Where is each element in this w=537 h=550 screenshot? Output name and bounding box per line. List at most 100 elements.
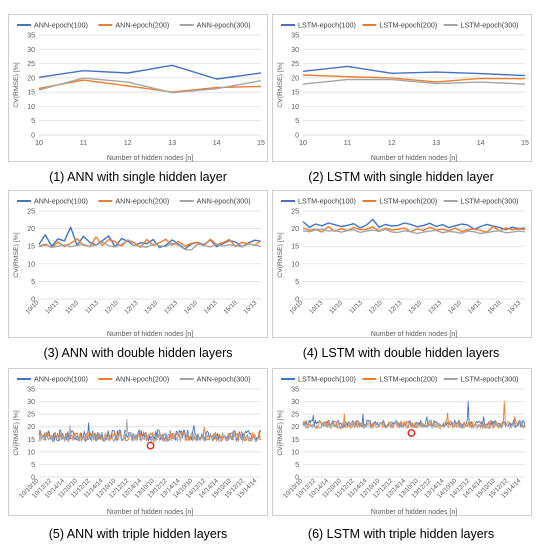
- legend-label: ANN-epoch(300): [197, 197, 251, 206]
- y-tick-label: 0: [31, 133, 35, 140]
- y-tick-label: 5: [31, 279, 35, 286]
- x-tick-label: 13: [432, 140, 440, 147]
- x-tick-label: 15/13: [506, 299, 522, 315]
- series-line-1: [302, 218, 526, 231]
- legend-label: ANN-epoch(200): [115, 375, 169, 384]
- x-axis-title: Number of hidden nodes [n]: [371, 331, 457, 338]
- y-tick-label: 25: [27, 209, 35, 216]
- y-axis-title: CV(RMSE) [%]: [13, 410, 20, 455]
- series-line-3: [302, 78, 526, 85]
- x-tick-label: 11/13: [84, 299, 100, 315]
- y-axis-title: CV(RMSE) [%]: [13, 232, 20, 277]
- legend-label: LSTM-epoch(300): [461, 197, 519, 206]
- y-tick-label: 10: [291, 104, 299, 111]
- legend-label: ANN-epoch(200): [115, 21, 169, 30]
- chart-ann-triple-layers: 0 5 10 15 20 25 30 35 10/10/10 10/12/12 10/14/14 11…: [8, 368, 268, 516]
- x-tick-label: 13/10: [407, 299, 423, 315]
- y-tick-label: 10: [291, 449, 299, 456]
- highlight-marker: [407, 429, 416, 437]
- x-tick-label: 12/10: [104, 299, 120, 315]
- y-tick-label: 0: [295, 297, 299, 304]
- x-tick-label: 14/10: [447, 299, 463, 315]
- y-tick-label: 20: [291, 75, 299, 82]
- x-tick-label: 10/10: [288, 299, 304, 315]
- y-tick-label: 20: [291, 424, 299, 431]
- chart-svg: 0 5 10 15 20 25 30 35 10 11 12 13 14 15 LSTM-epoch(100…: [277, 21, 529, 163]
- series-line-3: [38, 418, 262, 443]
- x-tick-label: 13/13: [427, 299, 443, 315]
- y-tick-label: 10: [27, 104, 35, 111]
- chart-svg: 0 5 10 15 20 25 30 35 10 11 12 13 14 15 ANN-epoch(100)…: [13, 21, 265, 163]
- legend-label: LSTM-epoch(200): [379, 375, 437, 384]
- legend-label: ANN-epoch(100): [34, 21, 88, 30]
- y-axis-title: CV(RMSE) [%]: [277, 62, 284, 107]
- y-tick-label: 5: [31, 462, 35, 469]
- y-tick-label: 10: [27, 261, 35, 268]
- y-tick-label: 30: [27, 399, 35, 406]
- y-tick-label: 0: [295, 133, 299, 140]
- chart-ann-single-layer: 0 5 10 15 20 25 30 35 10 11 12 13 14 15 ANN-epoch(100)…: [8, 14, 268, 162]
- chart-svg: 0 5 10 15 20 25 10/10 10/13 11/10 11/13 12/10 12/13…: [13, 197, 262, 338]
- y-tick-label: 20: [27, 424, 35, 431]
- legend-label: LSTM-epoch(300): [461, 375, 519, 384]
- x-tick-label: 13/13: [163, 299, 179, 315]
- x-tick-label: 12: [124, 140, 132, 147]
- series-line-2: [38, 236, 262, 249]
- y-tick-label: 10: [27, 449, 35, 456]
- series-line-2: [302, 225, 526, 233]
- series-line-1: [38, 64, 262, 80]
- y-tick-label: 5: [295, 279, 299, 286]
- chart-lstm-single-layer: 0 5 10 15 20 25 30 35 10 11 12 13 14 15 LSTM-epoch(100…: [272, 14, 532, 162]
- y-tick-label: 25: [27, 61, 35, 68]
- y-axis-title: CV(RMSE) [%]: [277, 232, 284, 277]
- y-tick-label: 35: [27, 33, 35, 40]
- x-tick-label: 15/10: [222, 299, 238, 315]
- y-tick-label: 5: [295, 462, 299, 469]
- legend-label: ANN-epoch(200): [115, 197, 169, 206]
- x-tick-label: 14: [477, 140, 485, 147]
- x-tick-label: 11/10: [328, 299, 344, 315]
- legend-label: LSTM-epoch(200): [379, 21, 437, 30]
- y-tick-label: 20: [27, 75, 35, 82]
- x-tick-label: 11/10: [64, 299, 80, 315]
- legend-label: ANN-epoch(300): [197, 375, 251, 384]
- y-tick-label: 25: [27, 412, 35, 419]
- y-axis-title: CV(RMSE) [%]: [13, 62, 20, 107]
- x-tick-label: 11: [80, 140, 87, 147]
- chart-svg: 0510152025303510/10/1010/12/1210/14/1411…: [277, 375, 526, 516]
- legend-label: ANN-epoch(100): [34, 375, 88, 384]
- y-tick-label: 20: [27, 226, 35, 233]
- chart-svg: 0510152025303510/10/1010/12/1210/14/1411…: [13, 375, 262, 516]
- x-tick-label: 10/10: [24, 299, 40, 315]
- y-tick-label: 25: [291, 61, 299, 68]
- y-tick-label: 15: [291, 90, 299, 97]
- y-tick-label: 15: [27, 437, 35, 444]
- x-tick-label: 11: [344, 140, 351, 147]
- x-tick-label: 15: [257, 140, 265, 147]
- x-tick-label: 12: [388, 140, 396, 147]
- y-tick-label: 0: [31, 297, 35, 304]
- x-tick-label: 14/10: [183, 299, 199, 315]
- caption-lstm-triple-layers: (6) LSTM with triple hidden layers: [307, 527, 495, 541]
- y-tick-label: 10: [291, 261, 299, 268]
- y-axis-title: CV(RMSE) [%]: [277, 410, 284, 455]
- y-tick-label: 15: [27, 90, 35, 97]
- x-tick-label: 10/13: [308, 299, 324, 315]
- x-tick-label: 15/10: [486, 299, 502, 315]
- x-axis-title: Number of hidden nodes [n]: [107, 509, 193, 516]
- legend-label: LSTM-epoch(100): [298, 21, 356, 30]
- y-tick-label: 5: [31, 118, 35, 125]
- caption-lstm-double-layers: (4) LSTM with double hidden layers: [302, 346, 500, 360]
- caption-ann-single-layer: (1) ANN with single hidden layer: [49, 170, 227, 184]
- legend-label: ANN-epoch(300): [197, 21, 251, 30]
- x-axis-title: Number of hidden nodes [n]: [371, 155, 457, 162]
- y-tick-label: 30: [27, 47, 35, 54]
- series-line-1: [302, 65, 526, 77]
- chart-svg: 0 5 10 15 20 25 10/10 10/13 11/10 11/13 12/10 12/13…: [277, 197, 526, 338]
- caption-ann-double-layers: (3) ANN with double hidden layers: [43, 346, 233, 360]
- y-tick-label: 20: [291, 226, 299, 233]
- chart-lstm-double-layers: 0 5 10 15 20 25 10/10 10/13 11/10 11/13 12/10 12/13…: [272, 190, 532, 338]
- y-tick-label: 15: [27, 244, 35, 251]
- x-tick-label: 14/13: [467, 299, 483, 315]
- y-tick-label: 30: [291, 47, 299, 54]
